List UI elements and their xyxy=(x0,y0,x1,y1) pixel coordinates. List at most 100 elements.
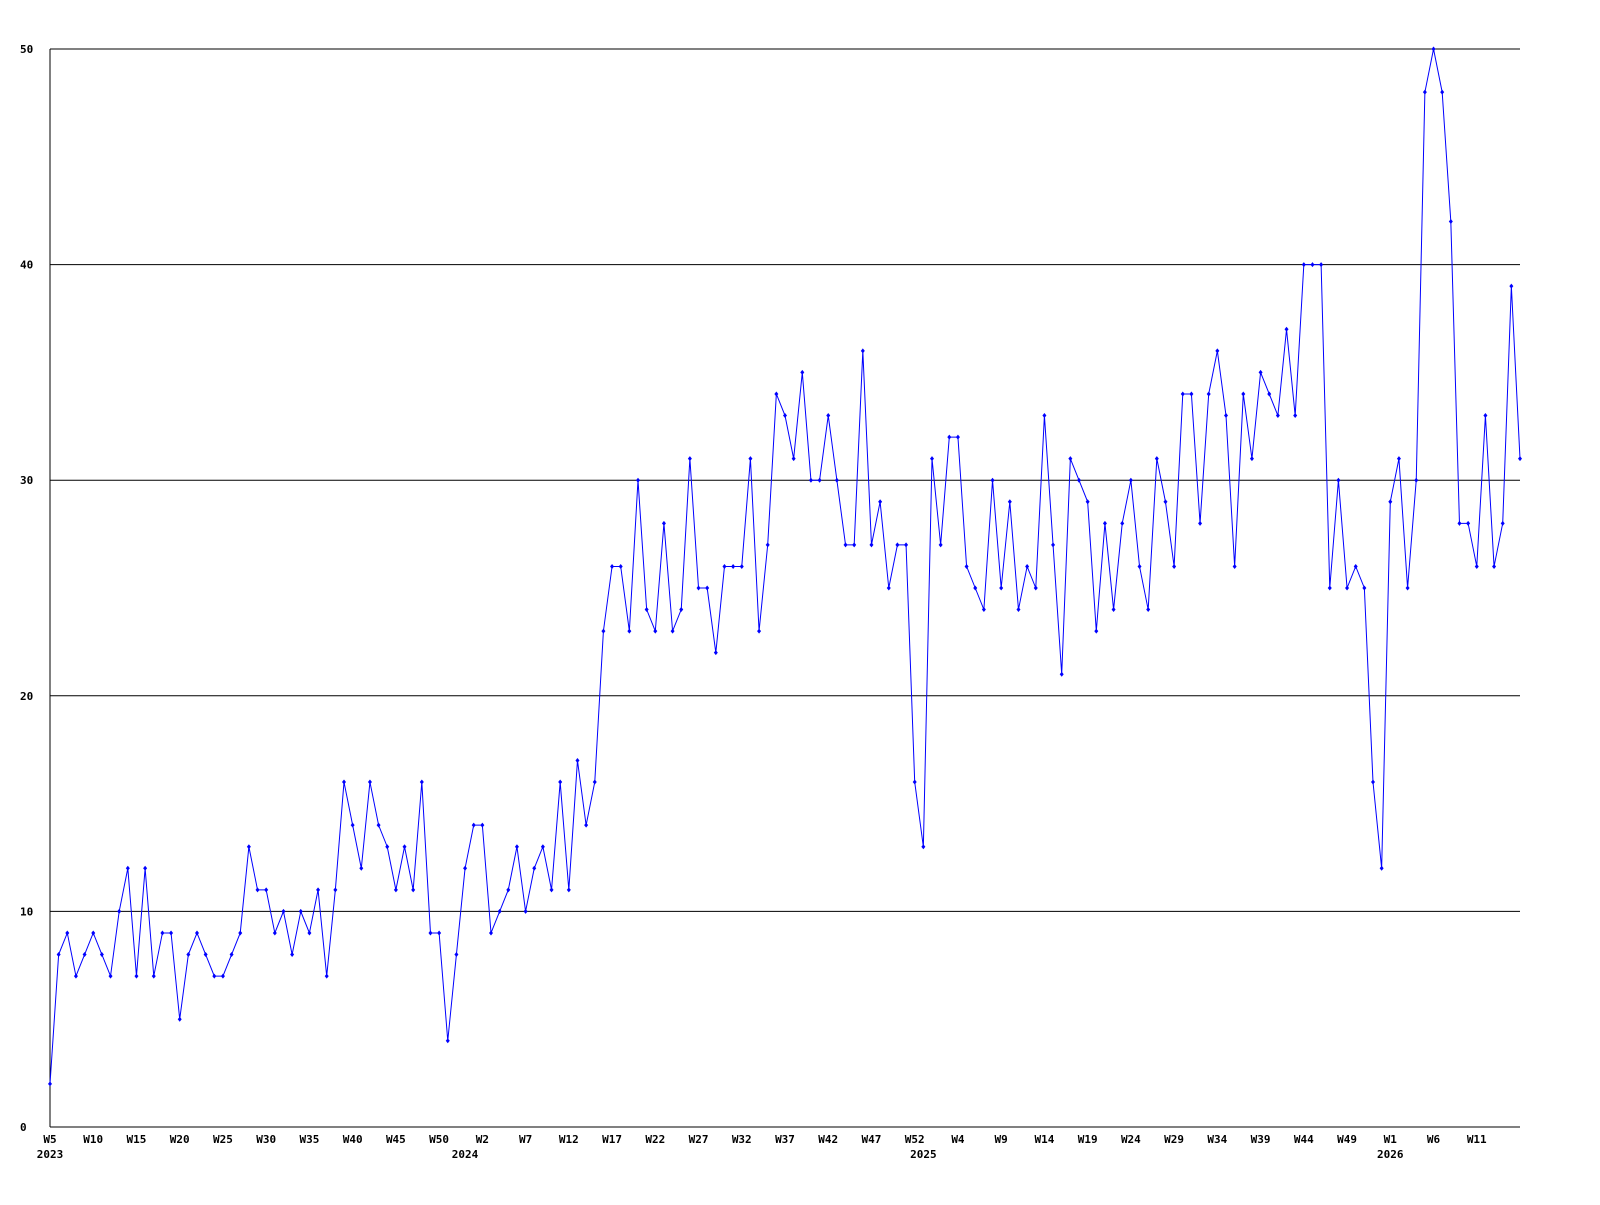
y-tick-label: 20 xyxy=(20,690,33,703)
data-point xyxy=(1189,391,1194,397)
data-point xyxy=(471,822,476,828)
data-point xyxy=(653,628,658,634)
data-point xyxy=(1068,456,1073,462)
data-point xyxy=(1120,520,1125,526)
data-point xyxy=(636,477,640,483)
data-point xyxy=(1440,89,1445,95)
y-tick-label: 40 xyxy=(20,259,33,272)
data-point xyxy=(1258,369,1263,375)
data-point xyxy=(938,542,943,548)
x-tick-label: W35 xyxy=(299,1133,319,1146)
data-point xyxy=(817,477,822,483)
data-point xyxy=(834,477,839,483)
data-point xyxy=(1396,456,1401,462)
data-point xyxy=(1310,262,1315,268)
data-point xyxy=(1284,326,1289,332)
data-point xyxy=(1241,391,1246,397)
x-tick-label: W49 xyxy=(1337,1133,1357,1146)
data-point xyxy=(229,952,234,958)
data-point xyxy=(878,499,883,505)
x-tick-label: W6 xyxy=(1427,1133,1441,1146)
x-tick-label: W30 xyxy=(256,1133,276,1146)
data-point xyxy=(290,952,295,958)
data-point xyxy=(177,1016,182,1022)
x-tick-label: W9 xyxy=(995,1133,1008,1146)
data-point xyxy=(264,887,269,893)
x-tick-label: W1 xyxy=(1384,1133,1398,1146)
x-tick-label: W47 xyxy=(862,1133,882,1146)
data-point xyxy=(117,908,122,914)
x-tick-label: W24 xyxy=(1121,1133,1141,1146)
data-point xyxy=(860,348,865,354)
data-point xyxy=(826,413,831,419)
data-point xyxy=(246,844,251,850)
data-point xyxy=(921,844,926,850)
data-point xyxy=(748,456,753,462)
x-tick-label: W20 xyxy=(170,1133,190,1146)
x-tick-label: W25 xyxy=(213,1133,233,1146)
data-point xyxy=(1336,477,1341,483)
data-point xyxy=(1388,499,1393,505)
data-point xyxy=(705,585,710,591)
data-point xyxy=(1422,89,1427,95)
data-point xyxy=(1172,563,1177,569)
data-point xyxy=(981,607,986,613)
data-point xyxy=(1085,499,1090,505)
data-point xyxy=(886,585,891,591)
data-point xyxy=(964,563,969,569)
data-point xyxy=(480,822,485,828)
data-point xyxy=(1518,456,1522,462)
data-point xyxy=(1371,779,1375,785)
data-point xyxy=(73,973,78,979)
data-point xyxy=(696,585,701,591)
data-point xyxy=(506,887,511,893)
data-point xyxy=(1137,563,1142,569)
data-point xyxy=(1198,520,1203,526)
data-point xyxy=(1500,520,1505,526)
data-point xyxy=(566,887,571,893)
x-tick-label: W45 xyxy=(386,1133,406,1146)
data-point xyxy=(1319,262,1324,268)
data-point xyxy=(463,865,468,871)
data-point xyxy=(82,952,87,958)
data-point xyxy=(1051,542,1056,548)
data-point xyxy=(1249,456,1254,462)
year-label: 2026 xyxy=(1377,1148,1404,1161)
data-point xyxy=(722,563,727,569)
data-point xyxy=(1077,477,1081,483)
data-point xyxy=(791,456,796,462)
year-label: 2023 xyxy=(37,1148,64,1161)
data-point xyxy=(1267,391,1272,397)
data-point xyxy=(618,563,623,569)
data-point xyxy=(808,477,813,483)
data-point xyxy=(91,930,96,936)
data-point xyxy=(1483,413,1488,419)
data-point xyxy=(1224,413,1228,419)
data-point xyxy=(731,563,736,569)
year-label: 2025 xyxy=(910,1148,937,1161)
data-point xyxy=(670,628,675,634)
data-point xyxy=(393,887,398,893)
x-tick-label: W29 xyxy=(1164,1133,1184,1146)
data-point xyxy=(359,865,364,871)
data-point xyxy=(1163,499,1168,505)
data-point xyxy=(350,822,355,828)
data-point xyxy=(783,413,787,419)
data-point xyxy=(255,887,260,893)
y-tick-label: 30 xyxy=(20,474,33,487)
data-point xyxy=(739,563,744,569)
data-point xyxy=(774,391,779,397)
data-point xyxy=(203,952,208,958)
x-tick-label: W2 xyxy=(476,1133,489,1146)
data-point xyxy=(1345,585,1350,591)
x-tick-label: W37 xyxy=(775,1133,795,1146)
x-tick-label: W12 xyxy=(559,1133,579,1146)
data-point xyxy=(212,973,217,979)
data-point xyxy=(367,779,372,785)
data-point xyxy=(324,973,329,979)
x-tick-label: W5 xyxy=(43,1133,56,1146)
data-point xyxy=(1215,348,1220,354)
data-point xyxy=(489,930,493,936)
x-tick-label: W10 xyxy=(83,1133,103,1146)
